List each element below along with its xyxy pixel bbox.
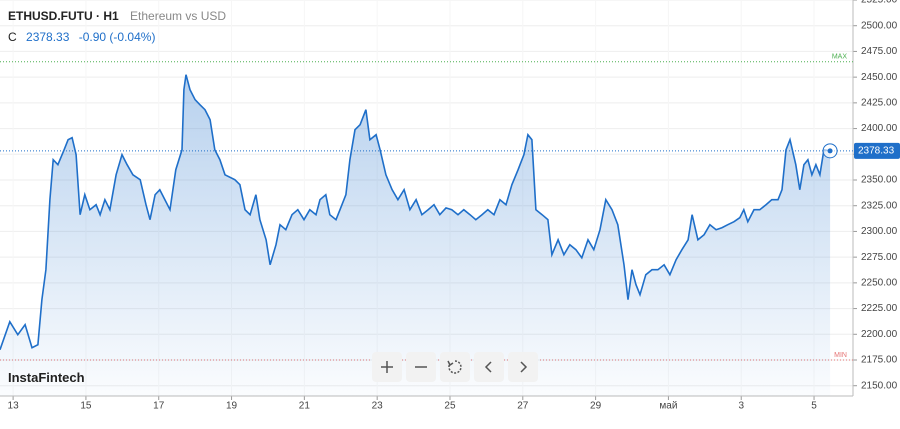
x-tick-label: 5 (811, 401, 817, 412)
last-price-dot (827, 148, 833, 154)
scroll-right-button[interactable] (508, 352, 538, 382)
icon (520, 361, 528, 373)
y-tick-label: 2150.00 (861, 380, 898, 391)
subtitle: Ethereum vs USD (130, 9, 227, 23)
header-title-row: ETHUSD.FUTU · H1 Ethereum vs USD (8, 9, 226, 23)
header-price-row: C 2378.33 -0.90 (-0.04%) (8, 30, 155, 44)
toolbar (372, 352, 538, 382)
y-tick-label: 2400.00 (861, 123, 898, 134)
icon (415, 366, 427, 368)
min-line-label: MIN (834, 352, 847, 359)
x-tick-label: 27 (517, 401, 529, 412)
watermark: InstaFintech (8, 370, 85, 385)
y-tick-label: 2200.00 (861, 329, 898, 340)
reset-button[interactable] (440, 352, 470, 382)
close-label: C (8, 30, 17, 44)
x-tick-label: 25 (444, 401, 456, 412)
change: -0.90 (-0.04%) (78, 30, 156, 44)
x-tick-label: 19 (226, 401, 238, 412)
x-tick-label: 3 (738, 401, 744, 412)
y-tick-label: 2175.00 (861, 355, 898, 366)
x-tick-label: 23 (372, 401, 384, 412)
icon (484, 361, 492, 373)
x-tick-label: май (659, 401, 677, 412)
y-tick-label: 2450.00 (861, 72, 898, 83)
x-tick-label: 17 (153, 401, 165, 412)
y-tick-label: 2475.00 (861, 46, 898, 57)
y-tick-label: 2350.00 (861, 175, 898, 186)
x-tick-label: 21 (299, 401, 311, 412)
y-tick-label: 2250.00 (861, 277, 898, 288)
x-tick-label: 29 (590, 401, 602, 412)
y-tick-label: 2525.00 (861, 0, 898, 6)
y-tick-label: 2275.00 (861, 252, 898, 263)
x-tick-label: 13 (8, 401, 20, 412)
symbol: ETHUSD.FUTU · H1 (8, 9, 119, 23)
y-tick-label: 2425.00 (861, 97, 898, 108)
zoom-in-button[interactable] (372, 352, 402, 382)
area (0, 74, 831, 396)
icon (447, 360, 462, 374)
zoom-out-button[interactable] (406, 352, 436, 382)
y-tick-label: 2225.00 (861, 303, 898, 314)
y-tick-label: 2300.00 (861, 226, 898, 237)
last-price-tag (854, 142, 900, 159)
y-tick-label: 2500.00 (861, 20, 898, 31)
y-tick-label: 2325.00 (861, 200, 898, 211)
last-price-label: 2378.33 (858, 146, 895, 157)
max-line-label: MAX (832, 54, 848, 61)
scroll-left-button[interactable] (474, 352, 504, 382)
icon (381, 361, 393, 373)
x-tick-label: 15 (80, 401, 92, 412)
price-line (0, 74, 831, 350)
close-value: 2378.33 (26, 30, 70, 44)
